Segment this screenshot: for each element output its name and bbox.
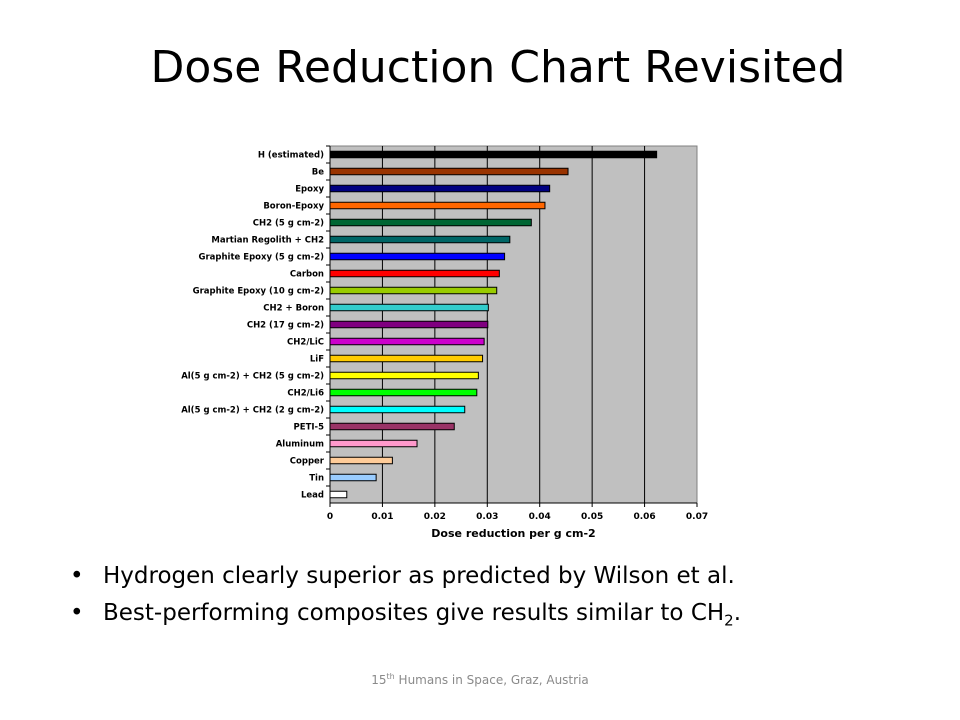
bar [329,218,532,227]
bar [329,337,485,346]
bar [329,184,551,193]
bar [329,473,377,482]
bar [329,269,500,278]
x-tick-label: 0.07 [686,512,708,522]
x-axis-title: Dose reduction per g cm-2 [431,527,595,540]
bullet-marker: • [70,563,84,589]
category-labels: H (estimated) Be Epoxy Boron-Epoxy CH2 (5 g … [181,151,325,501]
x-tick-label: 0.01 [371,512,393,522]
bullet-text-end: . [733,600,742,626]
category-label: LiF [310,355,324,365]
bar [329,150,658,159]
bar [329,422,455,431]
x-axis-ticks: 0 0.01 0.02 0.03 0.04 0.05 0.06 0.07 [326,145,708,522]
bar [329,201,546,210]
category-label: CH2/LiC [287,338,324,348]
category-label: CH2 + Boron [263,304,324,314]
category-label: Be [312,168,324,178]
bar [329,405,466,414]
bar [329,371,479,380]
category-label: CH2 (5 g cm-2) [253,219,324,229]
bar [329,490,348,499]
subscript: 2 [724,611,734,630]
x-tick-label: 0.05 [581,512,603,522]
x-tick-label: 0.06 [633,512,655,522]
category-label: CH2 (17 g cm-2) [247,321,324,331]
category-label: Aluminum [276,440,324,450]
category-label: Graphite Epoxy (10 g cm-2) [193,287,325,297]
category-label: Martian Regolith + CH2 [211,236,324,246]
footer-text: Humans in Space, Graz, Austria [394,673,589,687]
category-label: CH2/Li6 [287,389,324,399]
footer-number: 15 [371,673,387,687]
bullet-item: • Hydrogen clearly superior as predicted… [70,558,741,595]
category-label: Carbon [290,270,324,280]
bullet-list: • Hydrogen clearly superior as predicted… [70,558,741,640]
bullet-marker: • [70,600,84,626]
bar [329,167,569,176]
bullet-text: Hydrogen clearly superior as predicted b… [103,563,735,589]
bullet-item: • Best-performing composites give result… [70,595,741,640]
bar [329,439,418,448]
bar [329,456,393,465]
footer-sup: th [386,672,395,681]
category-label: Al(5 g cm-2) + CH2 (5 g cm-2) [181,372,324,382]
category-label: Lead [301,491,324,501]
bar [329,286,498,295]
x-tick-label: 0.03 [476,512,498,522]
slide-title: Dose Reduction Chart Revisited [150,42,846,93]
category-label: Boron-Epoxy [263,202,324,212]
category-label: Copper [290,457,325,467]
category-label: H (estimated) [258,151,324,161]
x-tick-label: 0.02 [424,512,446,522]
bar [329,388,478,397]
bar [329,235,511,244]
bar [329,354,484,363]
x-tick-label: 0.04 [529,512,551,522]
category-label: Graphite Epoxy (5 g cm-2) [199,253,325,263]
bar [329,303,489,312]
category-label: Epoxy [295,185,324,195]
bar [329,252,506,261]
category-label: PETI-5 [294,423,325,433]
bullet-text: Best-performing composites give results … [103,600,725,626]
bar [329,320,489,329]
dose-reduction-bar-chart: H (estimated) Be Epoxy Boron-Epoxy CH2 (5 g … [181,145,708,540]
category-label: Tin [309,474,324,484]
category-label: Al(5 g cm-2) + CH2 (2 g cm-2) [181,406,324,416]
x-tick-label: 0 [327,512,333,522]
footer: 15th Humans in Space, Graz, Austria [0,672,960,687]
